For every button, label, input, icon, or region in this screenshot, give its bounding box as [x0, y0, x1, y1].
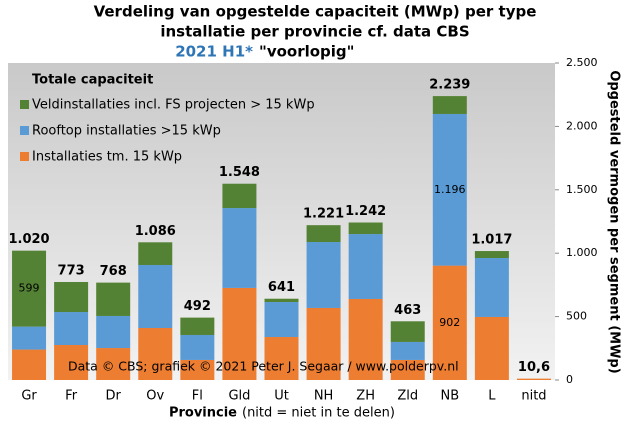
bar-segment: [390, 321, 425, 342]
x-tick-label: NB: [440, 389, 459, 404]
bar-segment: [54, 281, 89, 313]
total-label: 768: [100, 264, 127, 279]
bar-segment: [96, 348, 131, 380]
y-tick-label: 500: [566, 310, 587, 323]
bar-segment: [474, 316, 509, 380]
y-tick-label: 0: [566, 373, 573, 386]
legend-swatch: [20, 152, 29, 161]
total-label: 641: [268, 280, 295, 295]
total-label: 2.239: [429, 78, 470, 93]
bar-segment: [390, 341, 425, 360]
bar-segment: [222, 208, 257, 288]
data-label: 1.196: [434, 183, 466, 196]
legend-swatch: [20, 126, 29, 135]
legend-label: Rooftop installaties >15 kWp: [32, 124, 221, 139]
bar-segment: [474, 258, 509, 317]
bar-segment: [264, 302, 299, 338]
annotation: Data © CBS; grafiek © 2021 Peter J. Sega…: [68, 359, 459, 374]
x-tick-label: ZH: [356, 389, 375, 404]
total-label: 1.242: [345, 204, 386, 219]
total-label: 773: [58, 263, 85, 278]
bar-segment: [138, 242, 173, 265]
total-label: 1.086: [135, 224, 176, 239]
bar-segment: [348, 222, 383, 235]
x-tick-label: Dr: [106, 389, 122, 404]
bar-segment: [516, 378, 551, 380]
x-tick-label: nitd: [521, 389, 546, 404]
total-label: 463: [394, 303, 421, 318]
bar-segment: [180, 317, 215, 335]
bar-segment: [96, 315, 131, 349]
y-tick-label: 2.500: [566, 56, 598, 69]
bar-segment: [54, 312, 89, 346]
legend-label: Installaties tm. 15 kWp: [32, 150, 182, 165]
x-tick-label: NH: [314, 389, 334, 404]
x-axis-label-note: (nitd = niet in te delen): [242, 406, 395, 421]
x-tick-label: Ut: [274, 389, 289, 404]
bar-segment: [12, 250, 47, 327]
bar-segment: [474, 251, 509, 259]
bar-segment: [432, 96, 467, 114]
chart-subtitle: 2021 H1*: [175, 43, 253, 61]
bar-segment: [222, 183, 257, 209]
total-label: 1.017: [471, 233, 512, 248]
total-label: 1.221: [303, 207, 344, 222]
y-tick-label: 1.500: [566, 183, 598, 196]
y-tick-label: 2.000: [566, 119, 598, 132]
bar-segment: [12, 349, 47, 380]
bar-segment: [348, 298, 383, 380]
x-axis-label: Provincie: [169, 406, 237, 421]
chart-title: Verdeling van opgestelde capaciteit (MWp…: [94, 3, 537, 21]
x-tick-label: Gr: [21, 389, 37, 404]
total-label: 10,6: [518, 360, 550, 375]
data-label: 902: [439, 316, 460, 329]
bar-segment: [12, 326, 47, 350]
bar-segment: [96, 282, 131, 316]
total-label: 1.020: [8, 232, 49, 247]
y-axis-label: Opgesteld vermogen per segment (MWp): [607, 70, 622, 373]
bar-segment: [432, 113, 467, 266]
legend-title: Totale capaciteit: [32, 73, 153, 88]
chart-subtitle-note: "voorlopig": [259, 43, 354, 61]
legend-swatch: [20, 100, 29, 109]
x-tick-label: Ov: [146, 389, 164, 404]
x-tick-label: Fl: [192, 389, 203, 404]
legend-label: Veldinstallaties incl. FS projecten > 15…: [32, 98, 315, 113]
data-label: 599: [19, 282, 40, 295]
bar-segment: [264, 298, 299, 303]
x-tick-label: Zld: [397, 389, 418, 404]
bar-segment: [54, 345, 89, 380]
bar-segment: [306, 307, 341, 380]
bar-segment: [390, 359, 425, 380]
x-tick-label: L: [488, 389, 496, 404]
bar-segment: [138, 264, 173, 329]
bar-segment: [138, 328, 173, 380]
bar-segment: [180, 359, 215, 380]
chart-title: installatie per provincie cf. data CBS: [160, 23, 469, 41]
x-tick-label: Fr: [65, 389, 78, 404]
bar-segment: [264, 337, 299, 380]
total-label: 1.548: [219, 165, 260, 180]
y-tick-label: 1.000: [566, 246, 598, 259]
bar-segment: [306, 225, 341, 243]
bar-segment: [432, 265, 467, 380]
x-tick-label: Gld: [228, 389, 250, 404]
bar-segment: [306, 242, 341, 308]
bar-segment: [348, 234, 383, 299]
total-label: 492: [184, 299, 211, 314]
bar-segment: [222, 287, 257, 380]
bar-segment: [180, 334, 215, 360]
